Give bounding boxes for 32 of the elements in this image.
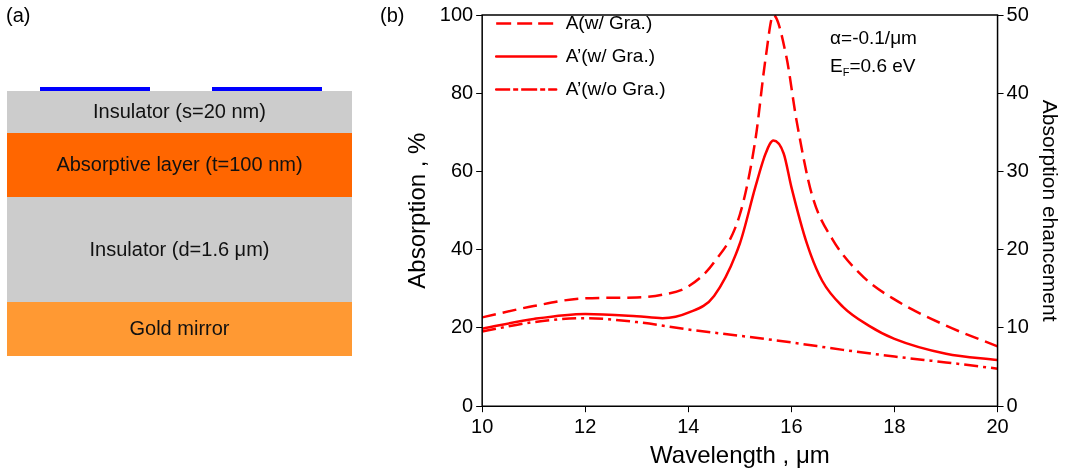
y2-tick-label: 40 [1006, 80, 1029, 103]
y-tick-label: 80 [450, 80, 474, 103]
line-series [482, 15, 998, 348]
legend-label: A’(w/o Gra.) [565, 77, 666, 99]
y-tick-label: 60 [450, 159, 474, 181]
y2-tick-label: 50 [1006, 2, 1029, 25]
x-tick-label: 14 [677, 414, 700, 437]
x-tick-label: 12 [574, 414, 597, 437]
annotation: α=-0.1/μm [830, 26, 917, 48]
y2-tick-label: 30 [1006, 159, 1029, 181]
chart-title: (b) [380, 3, 405, 26]
text: Insulator (s=20 nm) [92, 100, 267, 123]
legend-label: A’(w/ Gra.) [565, 44, 656, 66]
x-tick-label: 10 [471, 414, 494, 437]
legend-label: A(w/ Gra.) [565, 11, 653, 33]
text: (a) [6, 4, 31, 27]
y2-axis-title: Absorption ehancement [1038, 99, 1062, 322]
y-tick-label: 0 [462, 393, 474, 416]
text: Gold mirror [128, 317, 231, 340]
y-tick-label: 100 [439, 2, 474, 25]
y2-tick-label: 10 [1006, 315, 1029, 338]
y-axis-title: Absorption , % [403, 132, 431, 289]
x-tick-label: 20 [986, 414, 1009, 437]
text: Absorptive layer (t=100 nm) [55, 153, 304, 176]
text: Insulator (d=1.6 μm) [88, 237, 271, 261]
y2-tick-label: 0 [1006, 393, 1018, 416]
y2-tick-label: 20 [1006, 237, 1029, 260]
y-tick-label: 20 [450, 315, 474, 338]
x-tick-label: 18 [883, 414, 906, 437]
y-tick-label: 40 [450, 237, 474, 260]
x-axis-title: Wavelength , μm [650, 441, 830, 469]
x-tick-label: 16 [780, 414, 803, 437]
